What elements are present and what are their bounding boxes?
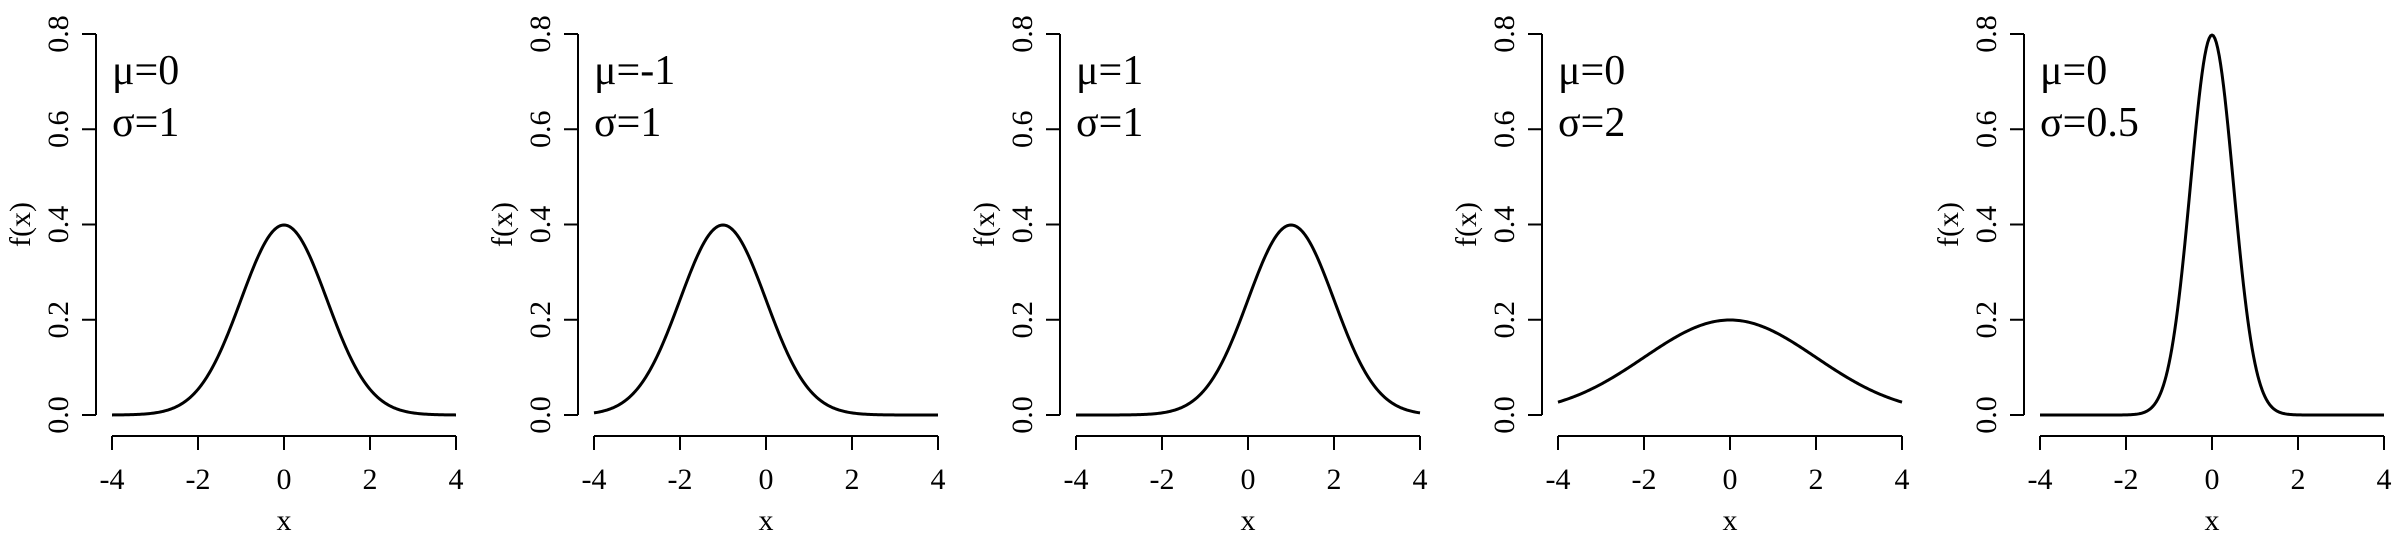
panel-5: 0.0 0.2 0.4 0.6 0.8 f(x) -4 -2 0 2 4 x μ=0 σ=0.5	[1932, 15, 2392, 537]
x-tick-label: 2	[845, 463, 860, 496]
x-tick-label: 4	[449, 463, 464, 496]
density-curve	[1075, 223, 1421, 417]
x-tick-label: 0	[277, 463, 292, 496]
y-tick-label: 0.8	[42, 15, 75, 53]
density-curve	[593, 223, 939, 417]
sigma-label: σ=1	[594, 100, 661, 146]
y-tick-label: 0.4	[1488, 206, 1521, 244]
x-tick-label: -2	[186, 463, 211, 496]
x-tick-label: 4	[2377, 463, 2392, 496]
y-axis-label: f(x)	[1932, 202, 1965, 247]
mu-label: μ=-1	[594, 48, 675, 94]
x-tick-label: -4	[1064, 463, 1089, 496]
x-tick-label: 0	[759, 463, 774, 496]
x-tick-label: 2	[1809, 463, 1824, 496]
y-tick-label: 0.6	[1006, 111, 1039, 149]
y-tick-label: 0.2	[1488, 301, 1521, 339]
y-tick-label: 0.8	[524, 15, 557, 53]
x-tick-label: -4	[582, 463, 607, 496]
y-tick-label: 0.4	[42, 206, 75, 244]
panel-1: 0.0 0.2 0.4 0.6 0.8 f(x) -4 -2 0 2 4 x μ=0 σ=1	[4, 15, 464, 537]
sigma-label: σ=1	[112, 100, 179, 146]
x-tick-label: 0	[1241, 463, 1256, 496]
x-axis-label: x	[1241, 504, 1256, 537]
y-tick-label: 0.2	[524, 301, 557, 339]
x-axis-label: x	[1723, 504, 1738, 537]
sigma-label: σ=0.5	[2040, 100, 2139, 146]
x-tick-label: 2	[363, 463, 378, 496]
x-axis-label: x	[277, 504, 292, 537]
y-tick-label: 0.4	[1006, 206, 1039, 244]
y-tick-label: 0.0	[524, 396, 557, 434]
y-tick-label: 0.0	[1006, 396, 1039, 434]
y-tick-label: 0.0	[42, 396, 75, 434]
y-tick-label: 0.4	[524, 206, 557, 244]
x-tick-label: -2	[2114, 463, 2139, 496]
y-tick-label: 0.2	[1970, 301, 2003, 339]
y-axis-label: f(x)	[1450, 202, 1483, 247]
mu-label: μ=1	[1076, 48, 1143, 94]
y-tick-label: 0.2	[42, 301, 75, 339]
x-tick-label: -4	[1546, 463, 1571, 496]
y-tick-label: 0.2	[1006, 301, 1039, 339]
y-tick-label: 0.6	[1488, 111, 1521, 149]
x-tick-label: -2	[1632, 463, 1657, 496]
x-axis-label: x	[2205, 504, 2220, 537]
panel-4: 0.0 0.2 0.4 0.6 0.8 f(x) -4 -2 0 2 4 x μ=0 σ=2	[1450, 15, 1910, 537]
x-tick-label: 0	[1723, 463, 1738, 496]
y-axis-label: f(x)	[4, 202, 37, 247]
x-tick-label: -2	[1150, 463, 1175, 496]
y-tick-label: 0.8	[1488, 15, 1521, 53]
x-tick-label: -4	[2028, 463, 2053, 496]
y-axis-label: f(x)	[968, 202, 1001, 247]
sigma-label: σ=1	[1076, 100, 1143, 146]
density-curve	[2039, 33, 2385, 417]
x-tick-label: -4	[100, 463, 125, 496]
y-axis-label: f(x)	[486, 202, 519, 247]
y-tick-label: 0.8	[1970, 15, 2003, 53]
density-curve	[111, 223, 457, 417]
mu-label: μ=0	[112, 48, 179, 94]
y-tick-label: 0.6	[524, 111, 557, 149]
panel-2: 0.0 0.2 0.4 0.6 0.8 f(x) -4 -2 0 2 4 x μ=-1 σ=1	[486, 15, 946, 537]
density-curve	[1557, 318, 1903, 404]
x-tick-label: 4	[1413, 463, 1428, 496]
x-tick-label: 2	[2291, 463, 2306, 496]
y-tick-label: 0.8	[1006, 15, 1039, 53]
y-tick-label: 0.6	[42, 111, 75, 149]
x-tick-label: -2	[668, 463, 693, 496]
y-tick-label: 0.0	[1488, 396, 1521, 434]
y-tick-label: 0.0	[1970, 396, 2003, 434]
x-tick-label: 4	[1895, 463, 1910, 496]
x-tick-label: 0	[2205, 463, 2220, 496]
x-tick-label: 4	[931, 463, 946, 496]
x-axis-label: x	[759, 504, 774, 537]
mu-label: μ=0	[2040, 48, 2107, 94]
panel-3: 0.0 0.2 0.4 0.6 0.8 f(x) -4 -2 0 2 4 x μ=1 σ=1	[968, 15, 1428, 537]
mu-label: μ=0	[1558, 48, 1625, 94]
y-tick-label: 0.4	[1970, 206, 2003, 244]
y-tick-label: 0.6	[1970, 111, 2003, 149]
sigma-label: σ=2	[1558, 100, 1625, 146]
x-tick-label: 2	[1327, 463, 1342, 496]
